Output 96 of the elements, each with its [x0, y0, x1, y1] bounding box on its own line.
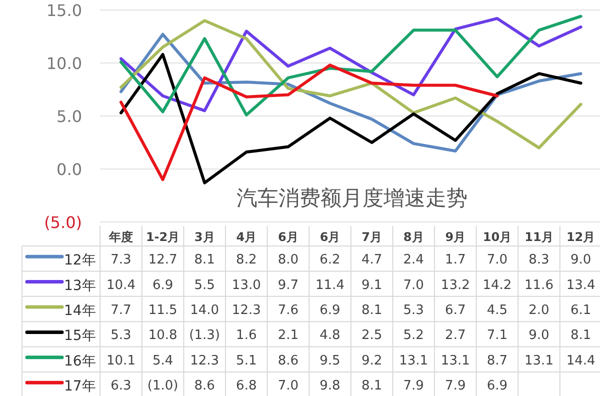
data-label: 13.4: [566, 278, 596, 293]
data-label: 5.2: [403, 328, 424, 344]
data-label: 14.0: [190, 303, 220, 318]
text: 汽车消费额月度增速走势: [236, 186, 468, 210]
data-label: 9.2: [361, 353, 382, 368]
data-label: 8.6: [278, 353, 299, 368]
data-label: 9.8: [320, 378, 340, 394]
x-tick-label: 12月: [566, 230, 596, 244]
data-label: 13.2: [440, 278, 470, 293]
data-label: 2.1: [278, 328, 299, 344]
data-label: 7.0: [486, 252, 508, 268]
data-label: 9.0: [570, 252, 592, 268]
data-label: 6.2: [320, 252, 340, 268]
data-label: 7.0: [403, 278, 424, 293]
data-label: 14.2: [482, 278, 512, 293]
data-label: 8.0: [278, 252, 299, 268]
line-series: [120, 53, 582, 184]
data-label: 4.8: [320, 328, 340, 344]
data-label: (1.0): [147, 378, 178, 394]
data-label: 6.9: [486, 378, 508, 394]
data-label: 14.4: [566, 353, 596, 368]
data-label: 5.3: [110, 328, 132, 344]
data-label: 5.1: [236, 353, 257, 368]
y-tick-label: 10.0: [46, 54, 82, 73]
y-tick-label: 15.0: [46, 1, 82, 20]
data-label: 7.9: [403, 378, 424, 394]
data-label: 12.7: [148, 252, 178, 268]
legend-label: 14年: [64, 303, 96, 319]
data-label: 8.6: [194, 378, 215, 394]
x-tick-label: 6月: [320, 230, 340, 244]
data-label: 8.1: [570, 328, 592, 344]
legend-label: 13年: [64, 278, 96, 294]
data-label: 2.7: [445, 328, 466, 344]
data-label: 6.1: [570, 303, 592, 318]
legend-label: 15年: [64, 328, 96, 344]
data-label: 8.3: [528, 252, 550, 268]
x-tick-label: 4月: [236, 230, 257, 244]
y-tick-label: (5.0): [44, 213, 82, 232]
data-label: 12.3: [232, 303, 261, 318]
data-label: 8.1: [361, 378, 382, 394]
x-tick-label: 9月: [445, 230, 466, 244]
data-label: 10.1: [106, 353, 136, 368]
data-label: 8.7: [486, 353, 508, 368]
data-label: 5.3: [403, 303, 424, 318]
data-label: 7.0: [278, 378, 299, 394]
data-label: 12.3: [190, 353, 220, 368]
data-label: 9.0: [528, 328, 550, 344]
data-label: 7.1: [486, 328, 508, 344]
data-label: 7.3: [110, 252, 132, 268]
data-label: 7.6: [278, 303, 299, 318]
data-label: 13.1: [440, 353, 470, 368]
data-label: 6.8: [236, 378, 257, 394]
x-tick-label: 11月: [524, 230, 554, 244]
x-tick-label: 1-2月: [146, 230, 180, 244]
data-label: 2.4: [403, 252, 424, 268]
data-label: 2.0: [528, 303, 550, 318]
data-label: 5.4: [152, 353, 174, 368]
data-label: 6.3: [110, 378, 132, 394]
x-tick-label: 3月: [194, 230, 215, 244]
data-label: 6.7: [445, 303, 466, 318]
x-tick-label: 7月: [362, 230, 382, 244]
legend-label: 12年: [64, 252, 96, 269]
data-label: 5.5: [194, 278, 215, 293]
data-label: 10.4: [106, 278, 136, 293]
data-label: 10.8: [148, 328, 178, 344]
data-label: 4.5: [486, 303, 508, 318]
data-label: 6.9: [152, 278, 174, 293]
data-label: 11.4: [316, 278, 344, 293]
data-label: 8.1: [194, 252, 215, 268]
x-tick-label: 6月: [278, 230, 298, 244]
data-label: 4.7: [361, 252, 382, 268]
legend-label: 16年: [64, 353, 96, 370]
data-label: 13.1: [524, 353, 554, 368]
data-label: (1.3): [189, 328, 220, 344]
data-label: 9.5: [320, 353, 340, 368]
x-tick-label: 8月: [403, 230, 424, 244]
data-label: 8.1: [361, 303, 382, 318]
data-label: 7.9: [445, 378, 466, 394]
data-label: 2.5: [361, 328, 382, 344]
data-label: 8.2: [236, 252, 257, 268]
data-label: 13.0: [232, 278, 261, 293]
data-label: 6.9: [320, 303, 340, 318]
data-label: 1.7: [445, 252, 466, 268]
data-label: 9.1: [361, 278, 382, 293]
data-label: 11.6: [524, 278, 554, 293]
y-tick-label: 5.0: [56, 107, 82, 126]
data-label: 13.1: [399, 353, 428, 368]
data-label: 9.7: [278, 278, 299, 293]
legend-label: 17年: [64, 378, 96, 395]
x-tick-label: 年度: [108, 230, 133, 244]
data-label: 7.7: [110, 303, 132, 318]
line-series: [120, 64, 499, 182]
data-label: 11.5: [148, 303, 178, 318]
x-tick-label: 10月: [482, 230, 512, 244]
y-tick-label: 0.0: [56, 160, 82, 179]
data-label: 1.6: [236, 328, 257, 344]
